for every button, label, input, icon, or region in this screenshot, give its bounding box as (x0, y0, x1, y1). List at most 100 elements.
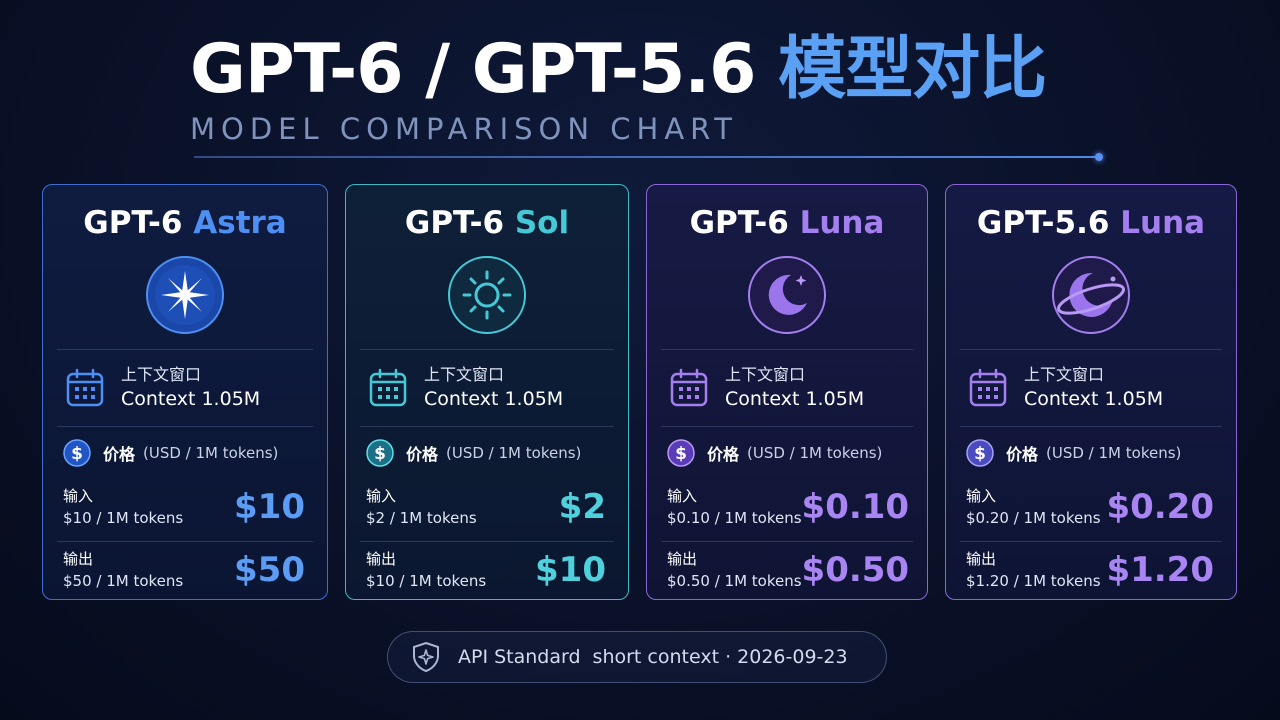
price-unit: (USD / 1M tokens) (143, 444, 279, 462)
price-label: 价格 (707, 445, 740, 464)
price-unit: (USD / 1M tokens) (446, 444, 582, 462)
card-title: GPT-6 Sol (360, 203, 614, 243)
input-price: $0.10 (801, 487, 910, 527)
output-price: $0.50 (801, 550, 910, 590)
divider (360, 426, 614, 427)
card-title-accent: Luna (1120, 205, 1206, 241)
input-price: $10 (234, 487, 305, 527)
price-label: 价格 (406, 445, 439, 464)
input-sub: $0.10 / 1M tokens (667, 509, 802, 527)
context-value: Context 1.05M (121, 388, 261, 410)
star-burst-icon (146, 256, 224, 334)
input-sub: $0.20 / 1M tokens (966, 509, 1101, 527)
page-subtitle: MODEL COMPARISON CHART (190, 112, 738, 146)
card-title-base: GPT-6 (689, 205, 800, 241)
input-price: $0.20 (1106, 487, 1214, 527)
footer-part1: API Standard (458, 646, 581, 668)
title-underline (194, 156, 1098, 158)
price-label: 价格 (1006, 445, 1039, 464)
card-title-accent: Astra (193, 205, 287, 241)
svg-text:$: $ (374, 444, 386, 464)
footer-part2: short context · 2026-09-23 (592, 646, 848, 668)
dollar-coin-icon: $ (366, 439, 394, 467)
context-value: Context 1.05M (725, 388, 865, 410)
card-title-accent: Sol (514, 205, 570, 241)
output-price-row: 输出 $50 / 1M tokens $50 (57, 542, 313, 598)
model-card-gpt6-sol: GPT-6 Sol 上下文窗口 Context 1.05M (345, 184, 629, 600)
context-label: 上下文窗口 (1024, 365, 1105, 384)
card-title-base: GPT-6 (404, 205, 515, 241)
output-sub: $0.50 / 1M tokens (667, 572, 802, 590)
model-card-gpt56-luna: GPT-5.6 Luna 上下文窗口 Context 1.05M $ 价格 (U… (945, 184, 1237, 600)
title-highlight: 模型对比 (778, 30, 1047, 109)
header: GPT-6 / GPT-5.6 模型对比 MODEL COMPARISON CH… (190, 28, 1110, 146)
calendar-icon (369, 368, 407, 407)
divider (960, 426, 1222, 427)
divider (57, 541, 313, 542)
context-section: 上下文窗口 Context 1.05M (960, 350, 1222, 426)
svg-text:$: $ (675, 444, 687, 464)
context-label: 上下文窗口 (725, 365, 806, 384)
footer-badge: API Standard short context · 2026-09-23 (387, 631, 887, 683)
card-title-base: GPT-6 (83, 205, 194, 241)
price-header: $ 价格 (USD / 1M tokens) (360, 427, 614, 479)
crescent-moon-icon (748, 256, 826, 334)
card-title: GPT-6 Luna (661, 203, 913, 243)
context-value: Context 1.05M (424, 388, 564, 410)
output-label: 输出 (667, 550, 698, 568)
divider (661, 541, 913, 542)
underline-dot (1095, 153, 1103, 161)
output-sub: $1.20 / 1M tokens (966, 572, 1101, 590)
output-label: 输出 (966, 550, 997, 568)
context-section: 上下文窗口 Context 1.05M (661, 350, 913, 426)
calendar-icon (670, 368, 708, 407)
context-label: 上下文窗口 (121, 365, 202, 384)
model-card-gpt6-luna: GPT-6 Luna 上下文窗口 Context 1.05M $ 价格 (USD… (646, 184, 928, 600)
divider (57, 426, 313, 427)
input-price-row: 输入 $0.10 / 1M tokens $0.10 (661, 479, 913, 535)
sun-icon (448, 256, 526, 334)
divider (661, 349, 913, 350)
divider (360, 541, 614, 542)
output-sub: $50 / 1M tokens (63, 572, 184, 590)
output-label: 输出 (63, 550, 94, 568)
input-price-row: 输入 $10 / 1M tokens $10 (57, 479, 313, 535)
svg-text:$: $ (974, 444, 986, 464)
input-price-row: 输入 $2 / 1M tokens $2 (360, 479, 614, 535)
context-section: 上下文窗口 Context 1.05M (360, 350, 614, 426)
input-price-row: 输入 $0.20 / 1M tokens $0.20 (960, 479, 1222, 535)
price-header: $ 价格 (USD / 1M tokens) (57, 427, 313, 479)
dollar-coin-icon: $ (63, 439, 91, 467)
calendar-icon (66, 368, 104, 407)
divider (960, 349, 1222, 350)
input-label: 输入 (667, 487, 698, 505)
context-label: 上下文窗口 (424, 365, 505, 384)
output-price: $1.20 (1106, 550, 1214, 590)
model-card-gpt6-astra: GPT-6 Astra 上下文窗口 Context 1.05M (42, 184, 328, 600)
input-label: 输入 (966, 487, 997, 505)
svg-text:$: $ (71, 444, 83, 464)
card-title-base: GPT-5.6 (976, 205, 1121, 241)
footer-text: API Standard short context · 2026-09-23 (458, 646, 848, 668)
price-unit: (USD / 1M tokens) (1046, 444, 1182, 462)
divider (661, 426, 913, 427)
price-header: $ 价格 (USD / 1M tokens) (661, 427, 913, 479)
output-label: 输出 (366, 550, 397, 568)
context-section: 上下文窗口 Context 1.05M (57, 350, 313, 426)
price-unit: (USD / 1M tokens) (747, 444, 883, 462)
context-value: Context 1.05M (1024, 388, 1164, 410)
calendar-icon (969, 368, 1007, 407)
shield-star-icon (413, 641, 439, 673)
divider (960, 541, 1222, 542)
divider (360, 349, 614, 350)
moon-planet-icon (1052, 256, 1130, 334)
input-label: 输入 (366, 487, 397, 505)
card-title: GPT-5.6 Luna (960, 203, 1222, 243)
price-header: $ 价格 (USD / 1M tokens) (960, 427, 1222, 479)
title-main: GPT-6 / GPT-5.6 (190, 30, 779, 109)
output-price-row: 输出 $0.50 / 1M tokens $0.50 (661, 542, 913, 598)
output-price-row: 输出 $1.20 / 1M tokens $1.20 (960, 542, 1222, 598)
dollar-coin-icon: $ (667, 439, 695, 467)
input-sub: $2 / 1M tokens (366, 509, 477, 527)
input-label: 输入 (63, 487, 94, 505)
